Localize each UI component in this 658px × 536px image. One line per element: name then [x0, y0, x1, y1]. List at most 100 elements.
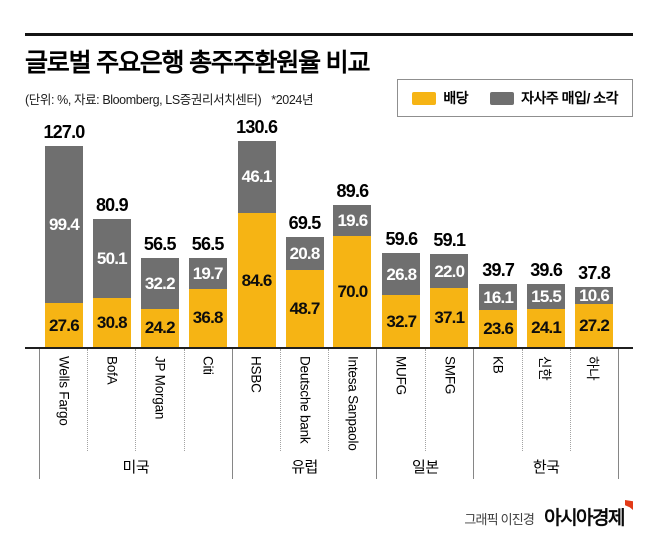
unit-source-text: (단위: %, 자료: Bloomberg, LS증권리서치센터) [25, 92, 262, 107]
bar-column: 127.0 99.4 27.6 [40, 122, 88, 347]
asiae-logo-text: 아시아경제 [544, 508, 625, 529]
buyback-value-label: 19.6 [337, 211, 369, 231]
buyback-value-label: 99.4 [49, 215, 80, 235]
bar-column: 56.5 32.2 24.2 [136, 234, 184, 347]
buyback-swatch-icon [490, 91, 515, 105]
bar-column: 89.6 19.6 70.0 [329, 181, 377, 347]
stacked-bar: 20.8 48.7 [285, 237, 324, 347]
buyback-segment: 19.6 [333, 205, 372, 237]
buyback-segment: 46.1 [237, 140, 276, 214]
buyback-segment: 15.5 [527, 284, 566, 309]
bars-row: 127.0 99.4 27.6 80.9 50.1 30.8 56.5 32.2 24.2 56.… [25, 117, 633, 347]
bank-label: MUFG [393, 356, 409, 395]
bank-names-row: HSBC Deutsche bank Intesa Sanpaolo [233, 349, 377, 451]
buyback-segment: 32.2 [140, 257, 179, 309]
dividend-value-label: 32.7 [386, 311, 417, 331]
buyback-segment: 20.8 [285, 237, 324, 271]
stacked-bar: 50.1 30.8 [92, 219, 131, 347]
asiae-logo: 아시아경제 [544, 500, 633, 530]
bar-column: 39.7 16.1 23.6 [474, 260, 522, 347]
buyback-segment: 26.8 [382, 253, 421, 296]
legend-item-buyback: 자사주 매입/ 소각 [490, 88, 618, 108]
graphic-credit: 그래픽 이진경 [464, 512, 535, 527]
bar-column: 56.5 19.7 36.8 [184, 234, 232, 347]
buyback-segment: 99.4 [44, 146, 83, 304]
bank-label-slot: HSBC [233, 349, 281, 451]
region-label: 미국 [122, 459, 150, 476]
dividend-segment: 30.8 [92, 298, 131, 347]
axis-group-1: HSBC Deutsche bank Intesa Sanpaolo 유럽 [231, 349, 377, 479]
bar-column: 69.5 20.8 48.7 [281, 213, 329, 347]
bank-label: 하나 [585, 356, 601, 381]
buyback-value-label: 19.7 [192, 263, 224, 283]
bank-names-row: Wells Fargo BofA JP Morgan Citi [40, 349, 232, 451]
top-rule [25, 33, 633, 36]
dividend-segment: 23.6 [479, 309, 518, 347]
dividend-value-label: 37.1 [434, 308, 465, 328]
buyback-value-label: 10.6 [579, 286, 610, 306]
bar-column: 80.9 50.1 30.8 [88, 195, 136, 347]
dividend-segment: 27.2 [575, 304, 614, 347]
bank-label-slot: Citi [185, 349, 232, 451]
subtitle-band: (단위: %, 자료: Bloomberg, LS증권리서치센터) *2024년 … [25, 79, 633, 117]
region-label: 한국 [532, 459, 560, 476]
buyback-segment: 50.1 [92, 219, 131, 299]
buyback-value-label: 22.0 [434, 261, 465, 281]
stacked-bar: 22.0 37.1 [430, 253, 469, 347]
bank-label: JP Morgan [152, 356, 168, 420]
stacked-bar: 15.5 24.1 [527, 284, 566, 347]
region-label: 유럽 [291, 459, 318, 476]
stacked-bar: 10.6 27.2 [575, 286, 614, 347]
bank-label: BofA [104, 356, 120, 385]
dividend-value-label: 84.6 [241, 270, 273, 290]
stacked-bar: 26.8 32.7 [382, 253, 421, 347]
bar-total-label: 56.5 [191, 233, 225, 254]
bank-label: KB [490, 356, 506, 374]
bar-column: 39.6 15.5 24.1 [522, 260, 570, 347]
bar-group-0: 127.0 99.4 27.6 80.9 50.1 30.8 56.5 32.2 24.2 56.… [39, 122, 232, 347]
infographic: 글로벌 주요은행 총주주환원율 비교 (단위: %, 자료: Bloomberg… [25, 33, 633, 530]
dividend-value-label: 30.8 [96, 313, 128, 333]
bank-label-slot: JP Morgan [136, 349, 185, 451]
dividend-value-label: 48.7 [289, 299, 321, 319]
bar-total-label: 59.6 [385, 229, 418, 249]
stacked-bar: 19.7 36.8 [188, 257, 227, 347]
bank-label-slot: 신한 [523, 349, 571, 451]
legend-label-buyback: 자사주 매입/ 소각 [521, 90, 618, 106]
buyback-value-label: 16.1 [483, 287, 514, 307]
asiae-logo-mark-icon [625, 500, 633, 510]
buyback-value-label: 32.2 [144, 273, 176, 293]
bar-total-label: 59.1 [433, 229, 466, 250]
bank-names-row: KB 신한 하나 [474, 349, 618, 451]
buyback-segment: 22.0 [430, 253, 469, 289]
bar-column: 59.1 22.0 37.1 [425, 230, 473, 347]
bar-column: 37.8 10.6 27.2 [570, 263, 618, 347]
bank-label-slot: Deutsche bank [281, 349, 330, 451]
dividend-segment: 24.1 [527, 308, 566, 347]
bank-label-slot: 하나 [571, 349, 618, 451]
bank-label: 신한 [537, 356, 553, 381]
stacked-bar: 46.1 84.6 [237, 140, 276, 347]
buyback-segment: 16.1 [479, 284, 518, 310]
bar-total-label: 127.0 [43, 122, 85, 143]
dividend-segment: 70.0 [333, 236, 372, 347]
dividend-value-label: 70.0 [337, 282, 369, 302]
buyback-value-label: 15.5 [531, 287, 562, 307]
bank-label: HSBC [248, 356, 264, 393]
bank-label-slot: MUFG [377, 349, 426, 451]
buyback-value-label: 20.8 [289, 244, 321, 264]
bank-label: Citi [200, 356, 216, 375]
dividend-value-label: 27.2 [579, 316, 610, 336]
dividend-segment: 36.8 [188, 288, 227, 347]
region-label: 일본 [412, 459, 439, 476]
dividend-value-label: 24.2 [144, 318, 176, 338]
dividend-value-label: 36.8 [192, 308, 224, 328]
legend-item-dividend: 배당 [412, 88, 469, 108]
stacked-bar: 32.2 24.2 [140, 257, 179, 347]
bar-total-label: 80.9 [95, 195, 129, 216]
bar-total-label: 69.5 [288, 213, 322, 234]
stacked-bar: 99.4 27.6 [44, 146, 83, 347]
bank-label-slot: SMFG [426, 349, 473, 451]
buyback-segment: 19.7 [188, 257, 227, 289]
